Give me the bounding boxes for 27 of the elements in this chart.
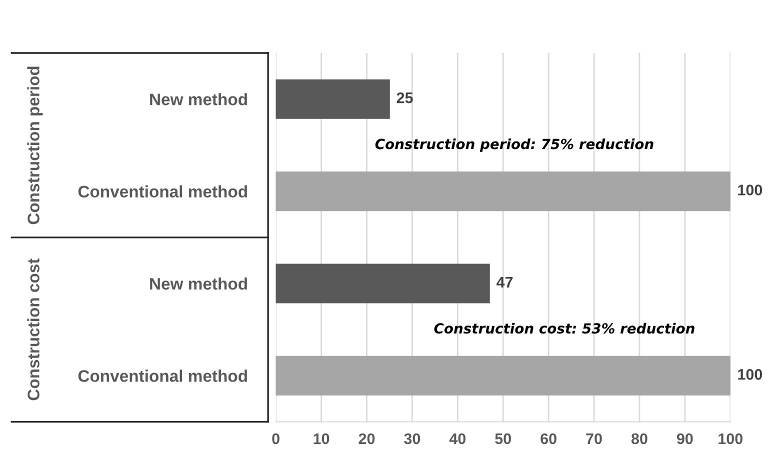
- x-tick-label: 60: [540, 433, 556, 444]
- y-tick-label: Conventional method: [78, 185, 247, 198]
- x-tick-label: 50: [495, 433, 511, 444]
- bar: [276, 172, 730, 212]
- bar: [276, 264, 490, 304]
- data-label: 25: [396, 92, 413, 104]
- x-tick-label: 30: [404, 433, 420, 444]
- x-tick-label: 80: [631, 433, 648, 444]
- data-label: 47: [496, 276, 513, 288]
- x-tick-label: 90: [676, 433, 693, 444]
- annotation: Construction period: 75% reduction: [375, 138, 654, 152]
- x-tick-label: 0: [272, 433, 280, 444]
- x-tick-label: 100: [718, 433, 742, 444]
- bar: [276, 79, 390, 119]
- x-tick-label: 20: [358, 433, 375, 444]
- text: Construction period: [27, 66, 43, 224]
- x-tick-label: 40: [449, 433, 466, 444]
- data-label: 100: [738, 184, 762, 196]
- data-label: 100: [738, 369, 762, 380]
- y-tick-label: New method: [150, 277, 247, 290]
- x-tick-label: 10: [314, 433, 330, 444]
- x-tick-label: 70: [586, 433, 602, 444]
- y-tick-label: New method: [150, 93, 247, 106]
- bar: [276, 356, 730, 396]
- y-tick-label: Conventional method: [78, 370, 247, 382]
- text: Construction cost: [27, 258, 40, 400]
- annotation: Construction cost: 53% reduction: [434, 322, 694, 334]
